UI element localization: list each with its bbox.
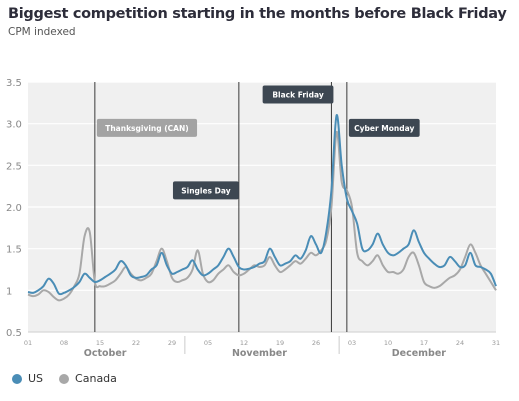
x-tick-label: 10 — [384, 339, 392, 347]
x-tick-label: 17 — [420, 339, 428, 347]
x-tick-label: 29 — [168, 339, 176, 347]
y-tick-label: 3.0 — [6, 120, 22, 131]
annotation-label: Black Friday — [272, 91, 324, 100]
month-label: November — [232, 348, 287, 359]
month-label: October — [84, 348, 127, 359]
series-line-canada — [27, 130, 497, 302]
y-tick-label: 2.0 — [6, 203, 22, 214]
y-tick-label: 1 — [6, 286, 12, 297]
legend-item-us[interactable]: US — [12, 372, 43, 385]
x-tick-label: 12 — [240, 339, 248, 347]
chart-subtitle: CPM indexed — [8, 26, 76, 38]
x-tick-label: 01 — [24, 339, 32, 347]
annotation-box — [262, 85, 334, 104]
annotation-box — [348, 118, 420, 137]
legend-label-canada: Canada — [75, 372, 117, 385]
x-tick-label: 24 — [456, 339, 464, 347]
annotation-box — [172, 181, 239, 200]
month-label: December — [392, 348, 447, 359]
x-tick-label: 15 — [96, 339, 104, 347]
annotation-box — [96, 118, 198, 137]
x-tick-label: 22 — [132, 339, 140, 347]
series-line-us — [27, 114, 497, 296]
chart-legend: US Canada — [12, 372, 127, 385]
x-tick-label: 31 — [492, 339, 500, 347]
legend-dot-canada — [59, 373, 70, 384]
chart-title: Biggest competition starting in the mont… — [8, 6, 507, 22]
x-tick-label: 26 — [312, 339, 320, 347]
annotation-label: Thanksgiving (CAN) — [105, 124, 188, 133]
x-tick-label: 05 — [204, 339, 212, 347]
x-tick-label: 03 — [348, 339, 356, 347]
y-tick-label: 2.5 — [6, 161, 22, 172]
y-tick-label: 1.5 — [6, 245, 22, 256]
annotation-label: Cyber Monday — [354, 124, 414, 133]
y-tick-label: 0.5 — [6, 328, 22, 339]
annotation-label: Singles Day — [181, 186, 230, 195]
y-tick-label: 3.5 — [6, 78, 22, 89]
x-tick-label: 19 — [276, 339, 284, 347]
legend-item-canada[interactable]: Canada — [59, 372, 117, 385]
legend-label-us: US — [28, 372, 44, 385]
legend-dot-us — [12, 373, 22, 384]
x-tick-label: 08 — [60, 339, 68, 347]
